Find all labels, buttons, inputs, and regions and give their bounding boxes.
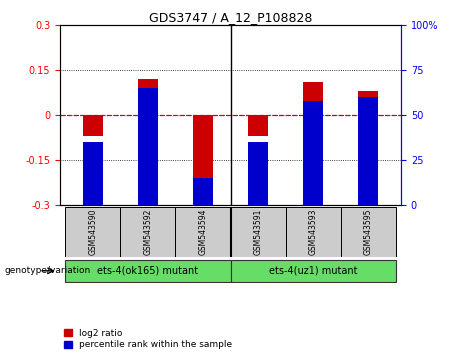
Bar (303, 82, 323, 115)
Bar (83, 142, 103, 205)
Bar (193, 115, 213, 181)
Bar (341, 207, 396, 257)
Bar (193, 178, 213, 205)
Text: genotype/variation: genotype/variation (5, 266, 91, 275)
Text: GSM543594: GSM543594 (199, 209, 207, 255)
Bar (359, 97, 378, 205)
Bar (83, 115, 103, 136)
Text: GSM543595: GSM543595 (364, 209, 372, 255)
Bar (230, 207, 285, 257)
Bar (230, 260, 396, 282)
Text: ets-4(ok165) mutant: ets-4(ok165) mutant (97, 265, 199, 275)
Bar (65, 260, 230, 282)
Title: GDS3747 / A_12_P108828: GDS3747 / A_12_P108828 (149, 11, 312, 24)
Text: GSM543590: GSM543590 (89, 209, 97, 255)
Text: GSM543593: GSM543593 (308, 209, 318, 255)
Text: GSM543592: GSM543592 (143, 209, 153, 255)
Bar (303, 101, 323, 205)
Legend: log2 ratio, percentile rank within the sample: log2 ratio, percentile rank within the s… (65, 329, 232, 349)
Bar (176, 207, 230, 257)
Bar (120, 207, 176, 257)
Bar (138, 79, 158, 115)
Text: ets-4(uz1) mutant: ets-4(uz1) mutant (269, 265, 357, 275)
Text: GSM543591: GSM543591 (254, 209, 262, 255)
Bar (285, 207, 341, 257)
Bar (359, 91, 378, 115)
Bar (248, 142, 268, 205)
Bar (248, 115, 268, 136)
Bar (138, 88, 158, 205)
Bar (65, 207, 120, 257)
